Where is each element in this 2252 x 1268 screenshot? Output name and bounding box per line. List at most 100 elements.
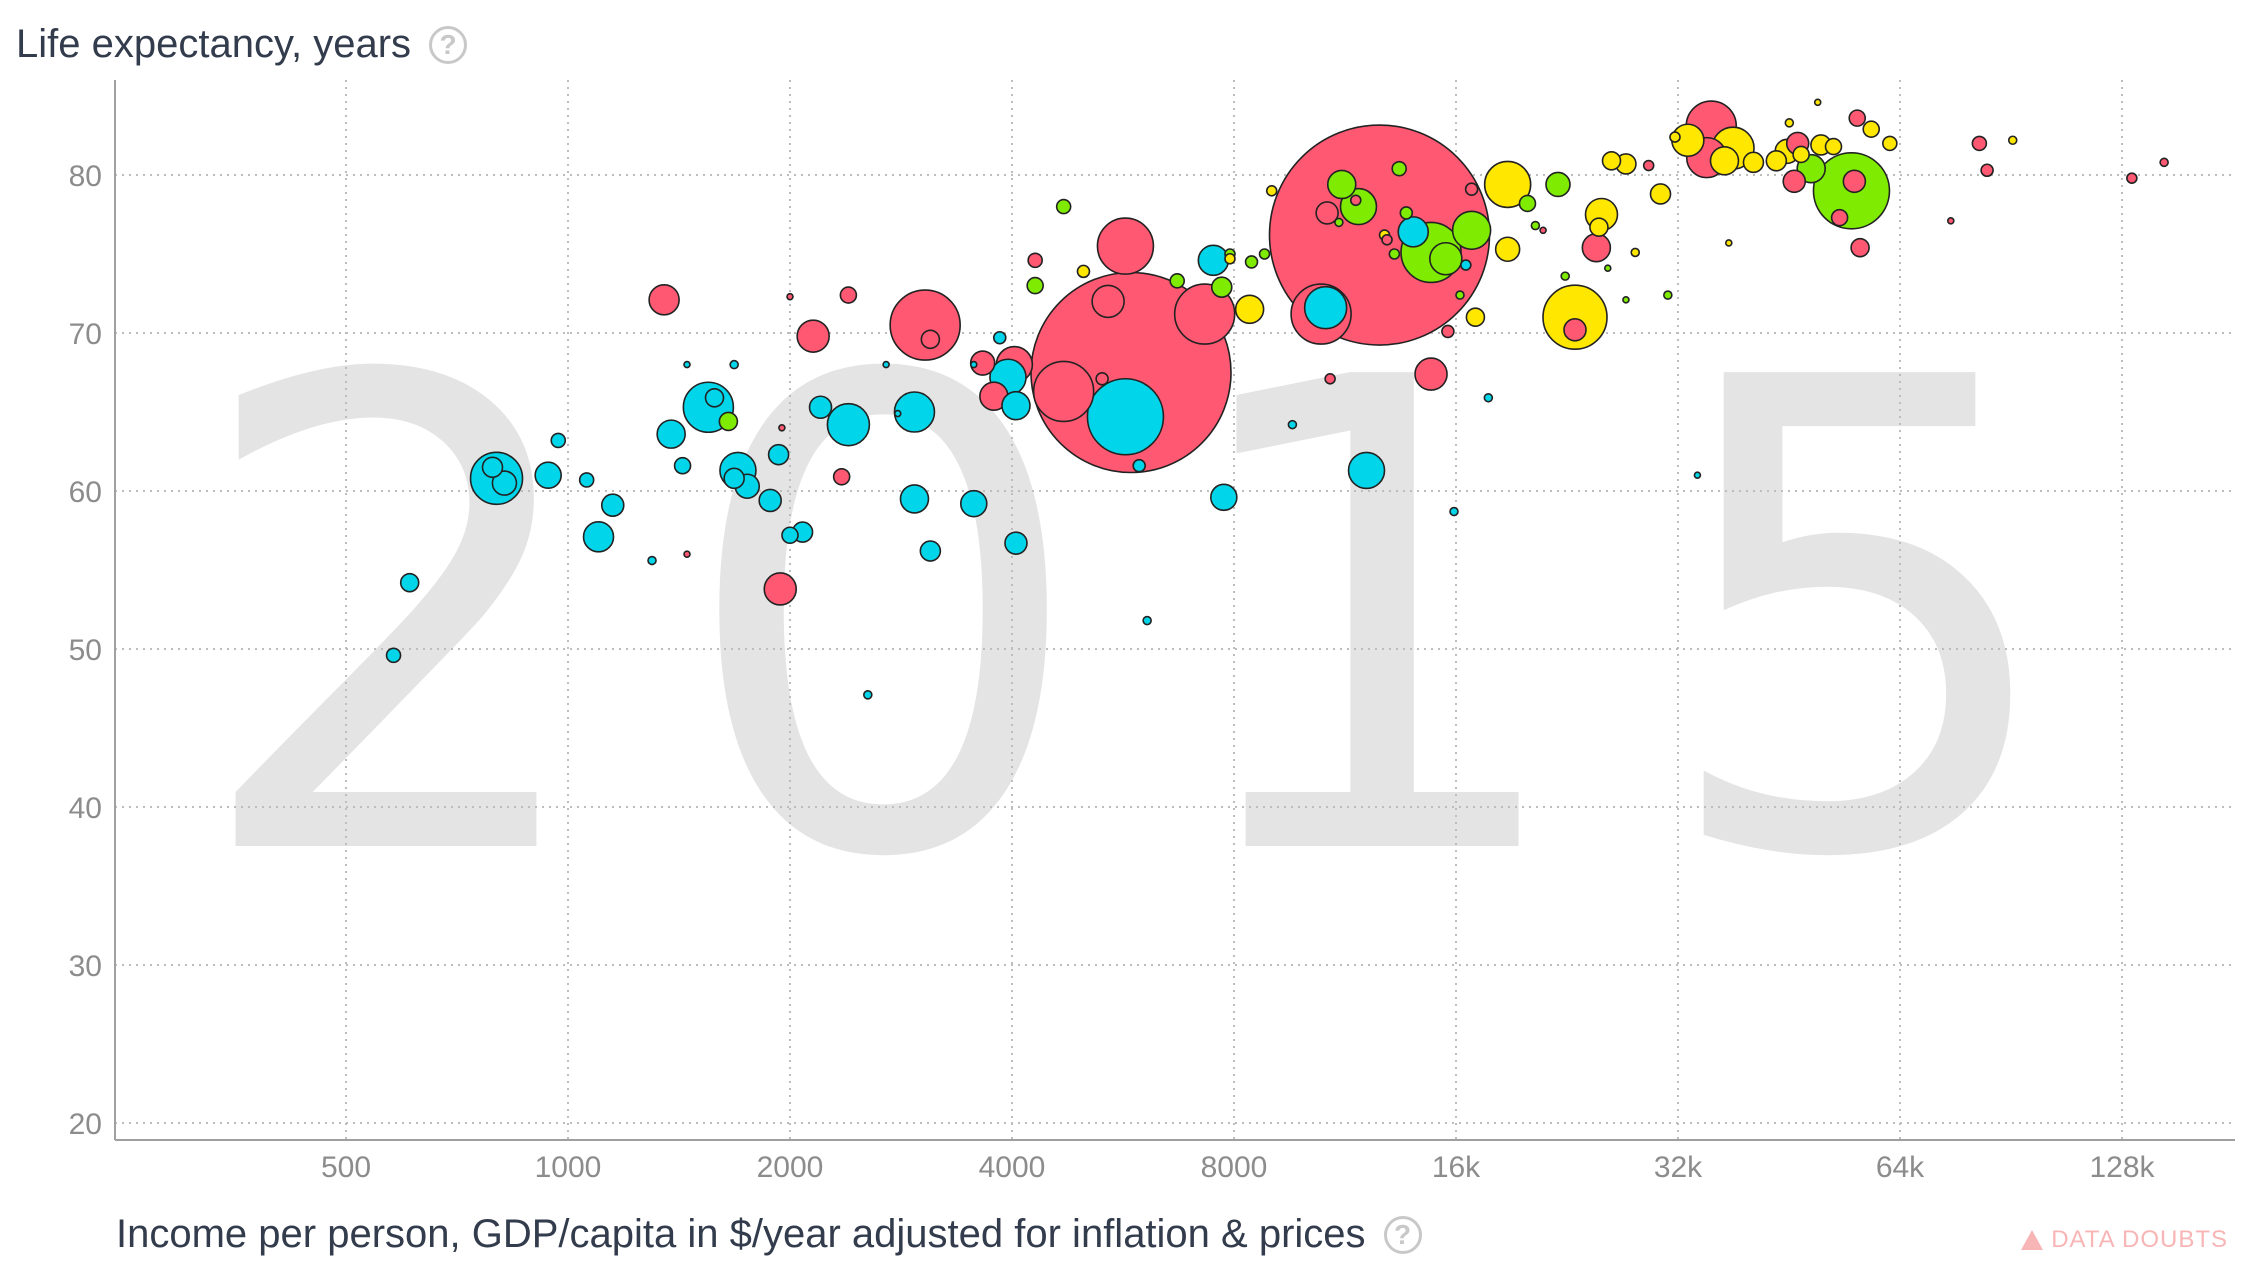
bubble-africa[interactable] — [385, 647, 402, 664]
bubble-asia[interactable] — [1173, 283, 1236, 345]
bubble-europe[interactable] — [1813, 98, 1822, 107]
bubble-americas[interactable] — [1391, 160, 1408, 177]
bubble-africa[interactable] — [1132, 458, 1146, 473]
bubble-africa[interactable] — [781, 526, 799, 545]
bubble-europe[interactable] — [1465, 307, 1486, 328]
bubble-americas[interactable] — [1210, 276, 1233, 298]
bubble-americas[interactable] — [1055, 198, 1072, 215]
bubble-americas[interactable] — [1451, 210, 1492, 251]
bubble-africa[interactable] — [808, 395, 833, 420]
bubble-africa[interactable] — [1460, 259, 1472, 271]
bubble-americas[interactable] — [1339, 187, 1378, 226]
bubble-africa[interactable] — [704, 387, 725, 408]
bubble-asia[interactable] — [1563, 318, 1587, 342]
bubble-asia[interactable] — [2159, 157, 2169, 168]
bubble-americas[interactable] — [1560, 271, 1570, 281]
bubble-americas[interactable] — [1603, 264, 1612, 273]
bubble-europe[interactable] — [1742, 151, 1765, 174]
bubble-africa[interactable] — [1483, 392, 1494, 403]
bubble-asia[interactable] — [1324, 373, 1336, 385]
bubble-americas[interactable] — [1545, 171, 1571, 198]
bubble-europe[interactable] — [1542, 284, 1608, 351]
bubble-asia[interactable] — [1946, 217, 1955, 225]
bubble-asia[interactable] — [763, 572, 798, 606]
bubble-asia[interactable] — [1464, 182, 1479, 197]
bubble-africa[interactable] — [1197, 244, 1230, 277]
bubble-europe[interactable] — [1589, 217, 1609, 237]
bubble-africa[interactable] — [729, 359, 739, 370]
x-axis-title[interactable]: Income per person, GDP/capita in $/year … — [116, 1212, 1422, 1257]
bubble-africa[interactable] — [758, 488, 782, 513]
bubble-africa[interactable] — [1287, 419, 1298, 430]
help-circle-icon[interactable]: ? — [429, 25, 468, 64]
bubble-europe[interactable] — [1709, 145, 1740, 176]
bubble-asia[interactable] — [832, 467, 851, 486]
bubble-asia[interactable] — [1381, 233, 1393, 246]
bubble-asia[interactable] — [1642, 159, 1655, 172]
help-circle-icon[interactable]: ? — [1383, 1215, 1422, 1254]
bubble-europe[interactable] — [1765, 149, 1788, 172]
bubble-europe[interactable] — [1824, 137, 1843, 156]
bubble-asia[interactable] — [786, 292, 794, 301]
bubble-asia[interactable] — [1782, 169, 1807, 194]
bubble-americas[interactable] — [1169, 273, 1186, 289]
bubble-asia[interactable] — [683, 550, 691, 559]
bubble-asia[interactable] — [648, 284, 680, 316]
bubble-africa[interactable] — [893, 409, 902, 418]
bubble-europe[interactable] — [1669, 131, 1681, 143]
bubble-africa[interactable] — [969, 360, 978, 369]
bubble-asia[interactable] — [1971, 135, 1988, 152]
bubble-africa[interactable] — [826, 402, 871, 447]
bubble-europe[interactable] — [2007, 135, 2018, 146]
bubble-europe[interactable] — [1630, 247, 1641, 258]
bubble-americas[interactable] — [1530, 220, 1541, 231]
bubble-africa[interactable] — [1001, 390, 1031, 421]
bubble-asia[interactable] — [1842, 169, 1867, 194]
bubble-africa[interactable] — [1347, 451, 1386, 490]
bubble-asia[interactable] — [1539, 226, 1547, 235]
bubble-europe[interactable] — [1792, 145, 1810, 164]
bubble-asia[interactable] — [1032, 360, 1095, 423]
bubble-asia[interactable] — [1581, 232, 1612, 263]
bubble-africa[interactable] — [673, 456, 692, 475]
bubble-africa[interactable] — [919, 540, 942, 562]
bubble-asia[interactable] — [2126, 172, 2138, 184]
bubble-europe[interactable] — [1265, 185, 1278, 197]
bubble-asia[interactable] — [920, 329, 941, 350]
bubble-europe[interactable] — [1882, 135, 1898, 152]
bubble-africa[interactable] — [1693, 471, 1702, 480]
bubble-africa[interactable] — [656, 419, 686, 449]
bubble-asia[interactable] — [1095, 372, 1109, 386]
bubble-africa[interactable] — [1303, 285, 1348, 330]
bubble-africa[interactable] — [723, 467, 745, 490]
bubble-americas[interactable] — [1244, 255, 1259, 269]
bubble-africa[interactable] — [1449, 506, 1459, 517]
bubble-americas[interactable] — [1663, 290, 1673, 300]
bubble-africa[interactable] — [399, 572, 420, 593]
bubble-africa[interactable] — [1004, 531, 1028, 555]
bubble-asia[interactable] — [1414, 357, 1448, 391]
bubble-asia[interactable] — [1027, 252, 1043, 269]
bubble-africa[interactable] — [481, 456, 504, 479]
bubble-europe[interactable] — [1076, 264, 1091, 279]
bubble-africa[interactable] — [767, 443, 790, 466]
bubble-americas[interactable] — [1334, 217, 1344, 228]
bubble-americas[interactable] — [1429, 241, 1463, 276]
bubble-africa[interactable] — [578, 472, 595, 488]
bubble-asia[interactable] — [1850, 237, 1870, 258]
bubble-africa[interactable] — [882, 360, 890, 369]
bubble-europe[interactable] — [1724, 239, 1733, 247]
bubble-africa[interactable] — [1142, 615, 1152, 626]
bubble-europe[interactable] — [1494, 236, 1521, 263]
bubble-africa[interactable] — [550, 432, 567, 449]
bubble-asia[interactable] — [796, 319, 830, 353]
bubble-americas[interactable] — [1026, 276, 1044, 295]
bubble-asia[interactable] — [1441, 324, 1455, 339]
bubble-asia[interactable] — [1830, 208, 1849, 227]
bubble-asia[interactable] — [1315, 201, 1339, 225]
y-axis-title[interactable]: Life expectancy, years ? — [16, 22, 468, 67]
bubble-asia[interactable] — [1096, 217, 1155, 275]
bubble-europe[interactable] — [1483, 160, 1532, 209]
bubble-europe[interactable] — [1862, 120, 1881, 138]
bubble-africa[interactable] — [1086, 377, 1165, 456]
